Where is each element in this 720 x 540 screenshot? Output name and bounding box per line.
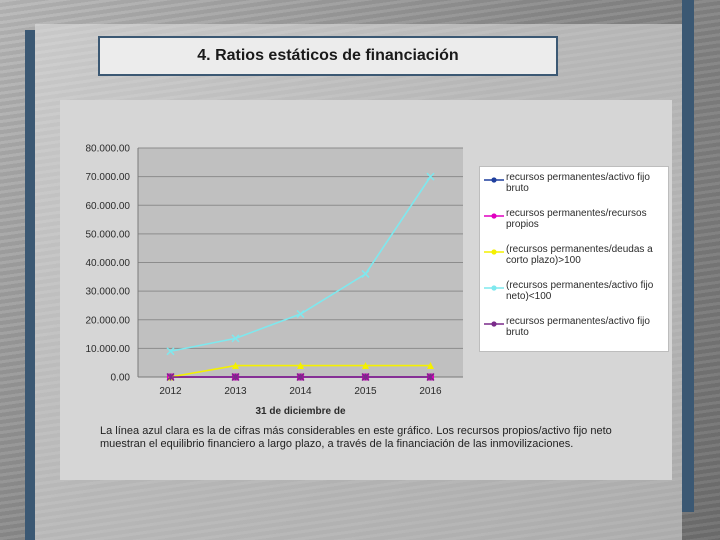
x-tick-label: 2012 [159,386,182,397]
y-tick-label: 70.000.00 [86,172,131,183]
right-accent-bar [682,0,694,512]
legend-item: recursos permanentes/recursos propios [480,208,670,242]
y-tick-label: 40.000.00 [86,258,131,269]
data-point-s4 [231,334,240,343]
data-point-s5 [296,372,305,382]
x-tick-label: 2014 [289,386,312,397]
legend-swatch [484,177,504,183]
legend-label: recursos permanentes/recursos propios [506,208,647,230]
legend-item: recursos permanentes/activo fijo bruto [480,316,670,350]
slide-title: 4. Ratios estáticos de financiación [197,47,459,64]
y-tick-label: 10.000.00 [86,344,131,355]
data-point-s3 [297,362,304,370]
y-tick-label: 20.000.00 [86,315,131,326]
data-point-s4 [426,172,435,181]
legend-label: recursos permanentes/activo fijo bruto [506,316,650,338]
data-point-s5 [426,372,435,382]
legend-item: recursos permanentes/activo fijo bruto [480,172,670,206]
data-point-s5 [361,372,370,382]
data-point-s4 [296,309,305,319]
legend-swatch [484,285,504,291]
chart-caption: La línea azul clara es la de cifras más … [100,425,612,450]
legend-swatch [484,213,504,219]
legend-label: recursos permanentes/activo fijo bruto [506,172,650,194]
y-tick-label: 60.000.00 [86,201,131,212]
title-box: 4. Ratios estáticos de financiación [98,36,558,76]
chart-legend: recursos permanentes/activo fijo bruto re… [479,166,669,352]
x-axis-label: 31 de diciembre de [255,406,345,417]
y-tick-label: 50.000.00 [86,229,131,240]
legend-label: (recursos permanentes/deudas a corto pla… [506,244,653,266]
y-tick-label: 0.00 [111,373,131,384]
y-tick-label: 80.000.00 [86,144,131,155]
y-tick-label: 30.000.00 [86,287,131,298]
data-point-s5 [166,372,175,382]
data-point-s4 [361,269,370,278]
legend-swatch [484,249,504,255]
data-point-s4 [166,347,175,356]
x-tick-label: 2016 [419,386,442,397]
legend-label: (recursos permanentes/activo fijo neto)<… [506,280,654,302]
left-accent-bar [25,30,35,540]
data-point-s3 [427,362,434,370]
legend-swatch [484,321,504,327]
x-tick-label: 2015 [354,386,377,397]
x-tick-label: 2013 [224,386,247,397]
data-point-s5 [231,372,240,382]
legend-item: (recursos permanentes/deudas a corto pla… [480,244,670,278]
data-point-s3 [362,362,369,370]
legend-item: (recursos permanentes/activo fijo neto)<… [480,280,670,314]
data-point-s3 [232,362,239,370]
